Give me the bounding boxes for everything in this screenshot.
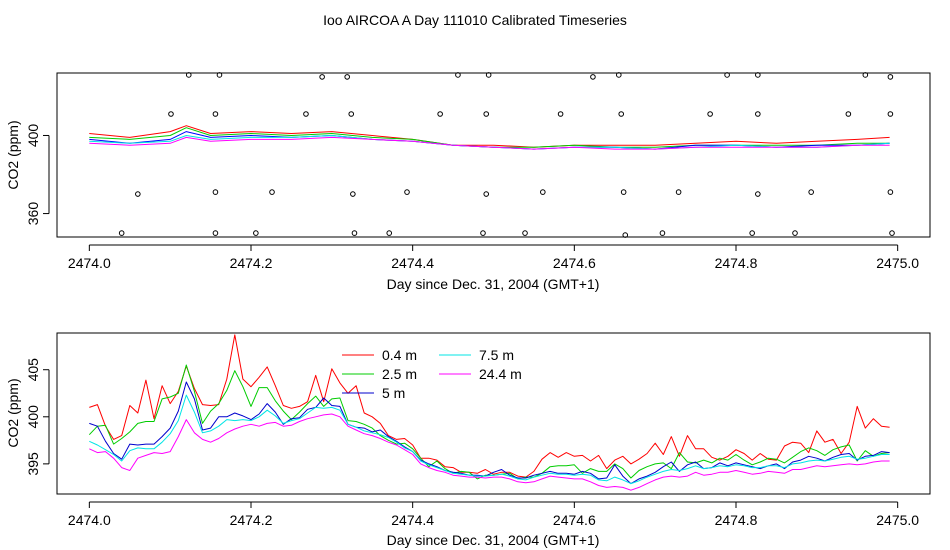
bottom-x-tick-label: 2474.2 [230, 512, 273, 528]
top-y-tick-label: 400 [25, 124, 41, 148]
bottom-x-axis: 2474.0 2474.2 2474.4 2474.6 2474.8 2475.0 [68, 501, 919, 528]
bottom-y-tick-label: 405 [25, 358, 41, 382]
top-outlier-point [522, 230, 528, 236]
top-x-tick-label: 2474.8 [715, 255, 758, 271]
bottom-x-axis-title: Day since Dec. 31, 2004 (GMT+1) [387, 532, 600, 548]
top-x-tick-label: 2474.2 [230, 255, 273, 271]
top-x-axis: 2474.0 2474.2 2474.4 2474.6 2474.8 2475.0 [68, 244, 919, 271]
top-outlier-point [755, 72, 761, 78]
top-outlier-point [675, 189, 682, 195]
legend-label-2: 5 m [382, 385, 405, 401]
top-outlier-point [483, 111, 490, 117]
bottom-series-line-0 [89, 334, 890, 478]
bottom-y-tick-label: 395 [25, 452, 41, 476]
top-y-axis-title: CO2 (ppm) [5, 120, 21, 189]
top-outlier-point [862, 72, 869, 78]
top-outlier-point [350, 191, 356, 197]
legend-label-4: 24.4 m [479, 366, 522, 382]
top-outlier-point [386, 230, 393, 236]
top-outlier-point [889, 230, 895, 236]
top-outlier-point [253, 230, 259, 236]
top-x-tick-label: 2475.0 [876, 255, 919, 271]
top-outlier-point [212, 189, 219, 195]
bottom-series-line-3 [89, 394, 890, 485]
top-x-tick-label: 2474.6 [553, 255, 596, 271]
top-outlier-point [845, 111, 852, 117]
top-outlier-point [707, 111, 713, 117]
top-outlier-point [135, 191, 141, 197]
bottom-x-tick-label: 2474.6 [553, 512, 596, 528]
top-outlier-point [749, 230, 755, 236]
top-outlier-point [269, 189, 275, 195]
top-outlier-point [620, 189, 627, 195]
top-outlier-point [348, 111, 355, 117]
bottom-x-tick-label: 2474.4 [391, 512, 434, 528]
top-outlier-point [303, 111, 309, 117]
top-outlier-point [755, 111, 761, 117]
bottom-y-axis: 395 400 405 [25, 358, 50, 476]
top-outlier-point [185, 72, 192, 78]
top-outlier-point [540, 189, 546, 195]
top-outlier-point [724, 72, 730, 78]
top-outlier-point [455, 72, 461, 78]
top-outlier-point [351, 230, 358, 236]
bottom-y-tick-label: 400 [25, 405, 41, 429]
bottom-x-tick-label: 2474.0 [68, 512, 111, 528]
top-outlier-point [618, 111, 625, 117]
top-x-axis-title: Day since Dec. 31, 2004 (GMT+1) [387, 276, 600, 292]
top-outlier-point [887, 189, 894, 195]
top-outlier-point [319, 74, 325, 80]
top-outlier-point [485, 72, 492, 78]
top-outlier-point [344, 74, 350, 80]
legend-label-0: 0.4 m [382, 347, 417, 363]
top-outlier-point [887, 111, 894, 117]
top-plot-frame [56, 72, 931, 238]
top-outlier-point [755, 191, 761, 197]
top-outlier-point [622, 232, 629, 238]
legend-label-1: 2.5 m [382, 366, 417, 382]
bottom-plot-frame [56, 332, 931, 495]
top-outlier-point [887, 74, 894, 80]
top-y-axis: 360 400 [25, 124, 50, 226]
figure-title: Ioo AIRCOA A Day 111010 Calibrated Times… [323, 12, 627, 28]
top-outlier-point [615, 72, 622, 78]
bottom-y-axis-title: CO2 (ppm) [5, 378, 21, 447]
top-outlier-point [404, 189, 410, 195]
top-outlier-point [590, 74, 596, 80]
top-outlier-point [118, 230, 125, 236]
bottom-panel: 395 400 405 2474.0 2474.2 2474.4 2474.6 2474.8… [5, 332, 931, 548]
top-outlier-point [659, 230, 666, 236]
top-series-lines [89, 125, 890, 150]
top-x-tick-label: 2474.0 [68, 255, 111, 271]
top-series-line-4 [89, 136, 890, 150]
top-outlier-point [437, 111, 443, 117]
legend: 0.4 m 2.5 m 5 m 7.5 m 24.4 m [342, 347, 522, 401]
top-outlier-point [483, 191, 490, 197]
legend-label-3: 7.5 m [479, 347, 514, 363]
bottom-x-tick-label: 2474.8 [715, 512, 758, 528]
bottom-x-tick-label: 2475.0 [876, 512, 919, 528]
top-outlier-points [118, 72, 895, 238]
bottom-series-lines [88, 334, 890, 491]
top-outlier-point [557, 111, 564, 117]
top-outlier-point [168, 111, 174, 117]
top-series-line-0 [89, 125, 890, 148]
top-y-tick-label: 360 [25, 202, 41, 226]
top-outlier-point [212, 230, 219, 236]
top-outlier-point [212, 111, 219, 117]
top-outlier-point [216, 72, 223, 78]
bottom-series-line-4 [89, 413, 890, 491]
top-outlier-point [792, 230, 798, 236]
top-x-tick-label: 2474.4 [391, 255, 434, 271]
top-outlier-point [808, 189, 814, 195]
top-outlier-point [480, 230, 486, 236]
